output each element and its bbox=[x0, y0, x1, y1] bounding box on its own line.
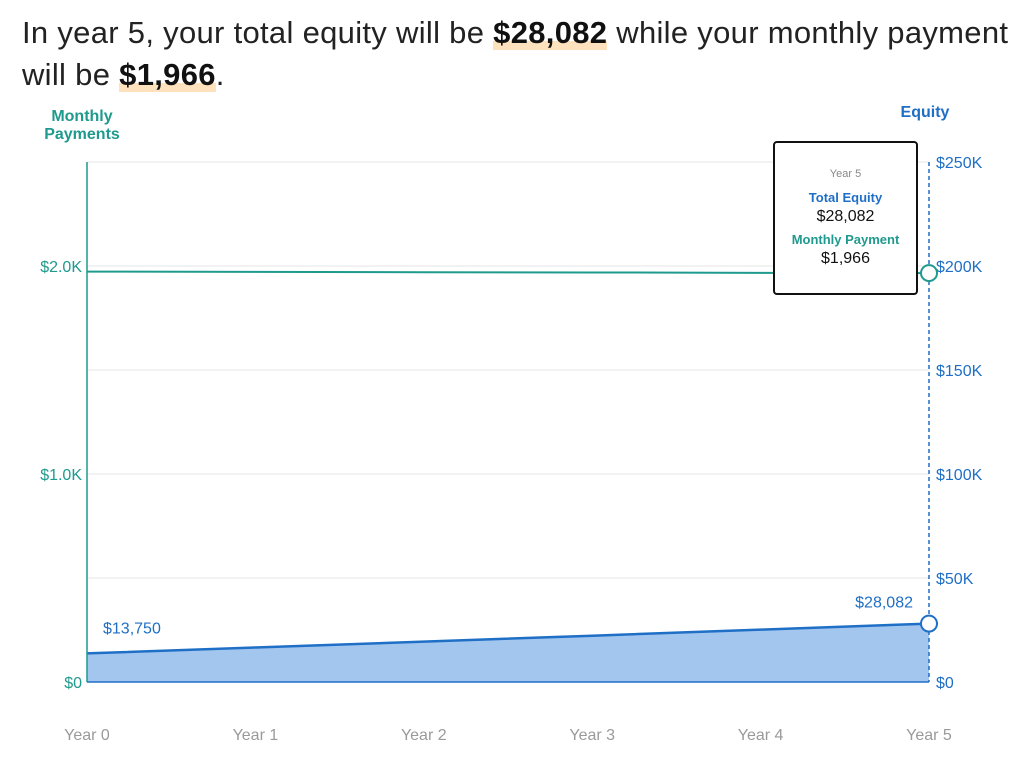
equity-line bbox=[86, 622, 930, 655]
tooltip-payment-value: $1,966 bbox=[821, 250, 870, 267]
x-tick-label-0: Year 0 bbox=[64, 727, 110, 744]
right-axis-title: Equity bbox=[901, 104, 950, 121]
equity-data-label-0: $13,750 bbox=[103, 620, 161, 637]
equity-area bbox=[87, 623, 929, 682]
left-axis-title-line-0: Monthly bbox=[51, 108, 112, 125]
equity-point-marker bbox=[920, 614, 938, 633]
tooltip-payment-label: Monthly Payment bbox=[791, 232, 900, 247]
tooltip-equity-value: $28,082 bbox=[816, 208, 875, 225]
headline-text-1: In year 5, your total equity will be bbox=[22, 15, 494, 50]
payment-point-marker bbox=[920, 264, 938, 283]
x-tick-label-1: Year 1 bbox=[233, 727, 279, 744]
right-tick-label-0: $0 bbox=[936, 675, 954, 692]
equity-data-label-1: $28,082 bbox=[855, 595, 913, 612]
headline-payment-value: $1,966 bbox=[119, 57, 216, 92]
headline-equity-value: $28,082 bbox=[493, 15, 608, 50]
right-tick-label-2: $100K bbox=[936, 467, 983, 484]
left-axis-title-line-1: Payments bbox=[44, 126, 120, 143]
left-axis-title: Monthly Payments bbox=[44, 108, 120, 143]
x-tick-label-3: Year 3 bbox=[569, 727, 615, 744]
x-tick-label-4: Year 4 bbox=[738, 727, 784, 744]
headline-text-2: while your monthly payment will be bbox=[22, 15, 1009, 92]
right-tick-label-5: $250K bbox=[936, 155, 983, 172]
x-tick-label-5: Year 5 bbox=[906, 727, 952, 744]
right-tick-label-4: $200K bbox=[936, 259, 983, 276]
tooltip-year: Year 5 bbox=[829, 168, 862, 180]
left-tick-label-0: $0 bbox=[64, 675, 82, 692]
right-tick-label-3: $150K bbox=[936, 363, 983, 380]
x-tick-label-2: Year 2 bbox=[401, 727, 447, 744]
left-tick-label-2: $2.0K bbox=[40, 259, 82, 276]
tooltip-equity-label: Total Equity bbox=[808, 190, 883, 205]
chart-tooltip: Year 5 Total Equity $28,082 Monthly Paym… bbox=[773, 141, 918, 295]
right-tick-label-1: $50K bbox=[936, 571, 974, 588]
left-tick-label-1: $1.0K bbox=[40, 467, 82, 484]
headline: In year 5, your total equity will be $28… bbox=[22, 12, 1012, 96]
headline-text-3: . bbox=[215, 57, 225, 92]
